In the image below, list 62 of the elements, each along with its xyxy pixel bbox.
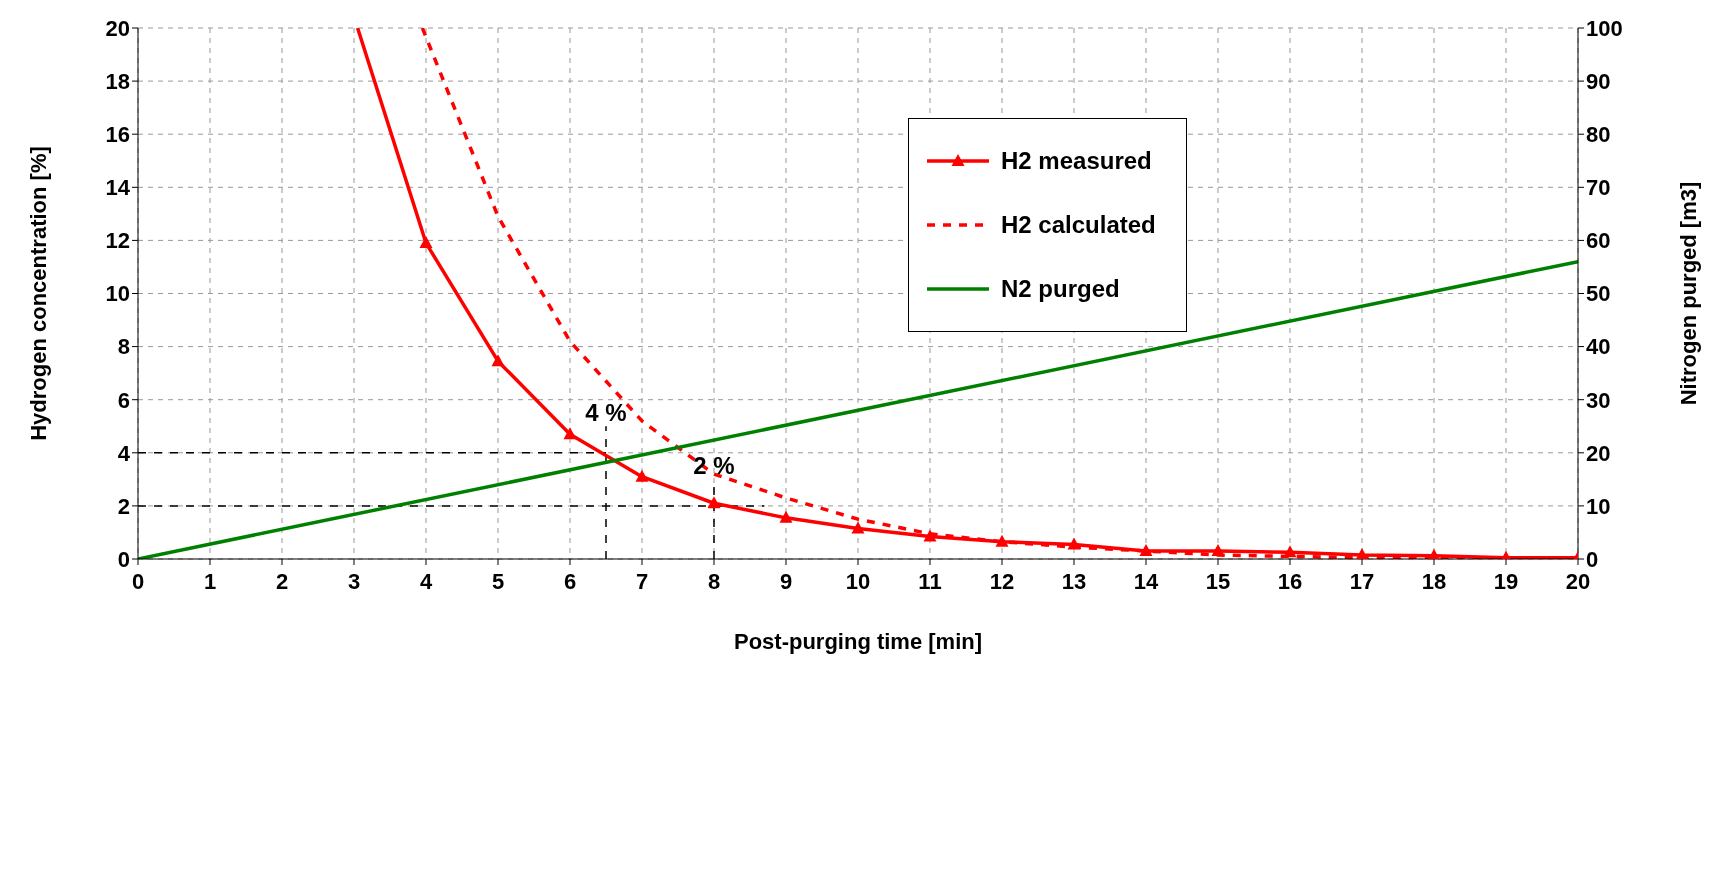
x-tick-label: 6 bbox=[563, 568, 577, 594]
y-tick-label: 14 bbox=[105, 175, 131, 201]
x-tick-label: 1 bbox=[203, 568, 217, 594]
x-tick-label: 10 bbox=[845, 568, 871, 594]
x-tick-label: 12 bbox=[989, 568, 1015, 594]
y2-tick-label: 100 bbox=[1586, 15, 1623, 41]
y-tick-label: 6 bbox=[117, 387, 130, 413]
y-tick-label: 18 bbox=[105, 68, 130, 94]
y2-tick-label: 50 bbox=[1586, 281, 1611, 307]
x-tick-label: 19 bbox=[1493, 568, 1519, 594]
y-tick-label: 10 bbox=[105, 281, 130, 307]
x-tick-label: 8 bbox=[707, 568, 721, 594]
x-tick-label: 7 bbox=[635, 568, 649, 594]
x-tick-label: 16 bbox=[1277, 568, 1303, 594]
x-tick-label: 9 bbox=[779, 568, 793, 594]
point bbox=[995, 534, 1009, 547]
y2-tick-label: 70 bbox=[1586, 175, 1611, 201]
point bbox=[779, 510, 793, 523]
x-tick-label: 18 bbox=[1421, 568, 1447, 594]
point bbox=[1211, 544, 1225, 557]
y2-axis-title: Nitrogen purged [m3] bbox=[1675, 181, 1701, 406]
y2-tick-label: 60 bbox=[1586, 228, 1611, 254]
point bbox=[707, 496, 721, 509]
y-tick-label: 16 bbox=[105, 122, 130, 148]
x-tick-label: 2 bbox=[275, 568, 289, 594]
y2-tick-label: 10 bbox=[1586, 493, 1611, 519]
x-tick-label: 4 bbox=[419, 568, 433, 594]
y-tick-label: 8 bbox=[117, 334, 130, 360]
y-tick-label: 2 bbox=[117, 493, 130, 519]
x-tick-label: 13 bbox=[1061, 568, 1087, 594]
point bbox=[1283, 545, 1297, 558]
x-tick-label: 14 bbox=[1133, 568, 1159, 594]
x-tick-label: 3 bbox=[347, 568, 361, 594]
x-axis-title: Post-purging time [min] bbox=[733, 629, 983, 654]
point bbox=[923, 529, 937, 542]
y2-tick-label: 80 bbox=[1586, 122, 1611, 148]
x-tick-label: 15 bbox=[1205, 568, 1231, 594]
y-tick-label: 20 bbox=[105, 15, 130, 41]
point bbox=[851, 521, 865, 534]
point bbox=[419, 236, 433, 249]
point bbox=[1067, 537, 1081, 550]
y2-tick-label: 90 bbox=[1586, 68, 1611, 94]
ref-line-label: 4 % bbox=[585, 399, 627, 427]
point bbox=[491, 354, 505, 367]
point bbox=[563, 427, 577, 440]
y-axis-title: Hydrogen concentration [%] bbox=[25, 146, 51, 441]
legend-label: H2 measured bbox=[1001, 147, 1152, 175]
point bbox=[1139, 544, 1153, 557]
y2-tick-label: 20 bbox=[1586, 440, 1611, 466]
y-tick-label: 0 bbox=[117, 546, 130, 572]
x-tick-label: 17 bbox=[1349, 568, 1375, 594]
y-tick-label: 12 bbox=[105, 228, 130, 254]
point bbox=[635, 469, 649, 482]
y2-tick-label: 40 bbox=[1586, 334, 1611, 360]
legend-label: H2 calculated bbox=[1001, 211, 1156, 239]
y-tick-label: 4 bbox=[117, 440, 131, 466]
x-tick-label: 11 bbox=[918, 568, 942, 594]
ref-line-label: 2 % bbox=[693, 452, 735, 480]
legend-label: N2 purged bbox=[1001, 275, 1120, 303]
y2-tick-label: 30 bbox=[1586, 387, 1611, 413]
x-tick-label: 5 bbox=[491, 568, 505, 594]
point bbox=[1355, 548, 1369, 559]
